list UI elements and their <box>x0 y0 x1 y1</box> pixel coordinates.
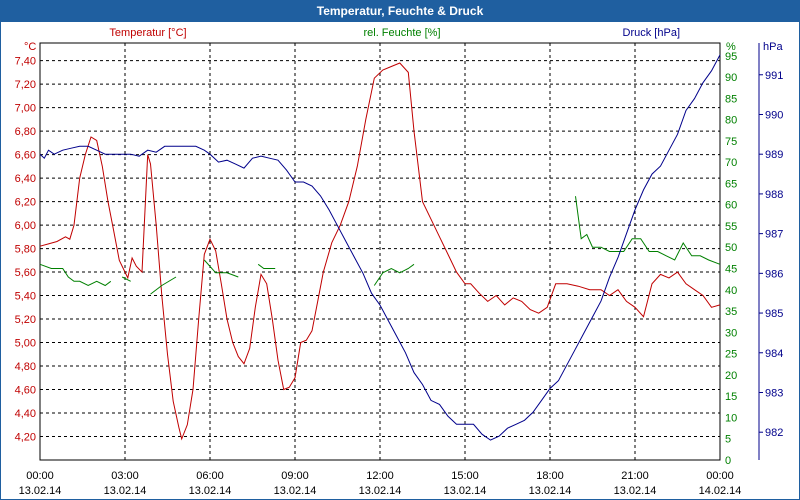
y-tick-humidity: 75 <box>725 136 737 148</box>
x-tick-date: 13.02.14 <box>359 485 402 497</box>
y-tick-pressure: 987 <box>765 229 783 241</box>
y-tick-humidity: 20 <box>725 370 737 382</box>
y-tick-temperature: 6,20 <box>15 197 36 209</box>
y-tick-humidity: 70 <box>725 157 737 169</box>
y-tick-humidity: 65 <box>725 178 737 190</box>
y-tick-pressure: 986 <box>765 268 783 280</box>
y-tick-humidity: 5 <box>725 434 731 446</box>
axes-layer: 00:00 13.02.14 03:00 13.02.14 06:00 13.02.14 0… <box>15 27 784 497</box>
x-tick-time: 06:00 <box>196 470 224 482</box>
x-tick-date: 13.02.14 <box>19 485 62 497</box>
y-tick-humidity: 50 <box>725 242 737 254</box>
y-tick-pressure: 990 <box>765 109 783 121</box>
x-tick-date: 13.02.14 <box>444 485 487 497</box>
y-tick-temperature: 5,20 <box>15 314 36 326</box>
y-tick-temperature: 7,40 <box>15 56 36 68</box>
x-tick-time: 21:00 <box>621 470 649 482</box>
y-tick-humidity: 85 <box>725 93 737 105</box>
series-layer <box>39 54 721 441</box>
y-tick-humidity: 40 <box>725 285 737 297</box>
x-tick-time: 18:00 <box>536 470 564 482</box>
series-line-humidity <box>575 196 721 265</box>
series-line-humidity <box>373 263 415 286</box>
y-tick-temperature: 6,60 <box>15 150 36 162</box>
y-tick-humidity: 25 <box>725 349 737 361</box>
series-line-humidity <box>121 276 131 282</box>
x-tick-date: 13.02.14 <box>614 485 657 497</box>
x-tick-date: 13.02.14 <box>104 485 147 497</box>
y-tick-pressure: 988 <box>765 189 783 201</box>
y-tick-temperature: 5,80 <box>15 244 36 256</box>
y-tick-humidity: 15 <box>725 391 737 403</box>
y-tick-pressure: 983 <box>765 387 783 399</box>
x-tick-date: 13.02.14 <box>274 485 317 497</box>
y-tick-pressure: 985 <box>765 308 783 320</box>
y-tick-temperature: 6,40 <box>15 173 36 185</box>
x-tick-time: 00:00 <box>706 470 734 482</box>
y-tick-temperature: 7,20 <box>15 79 36 91</box>
series-label-pressure: Druck [hPa] <box>623 27 680 39</box>
y-tick-temperature: 4,40 <box>15 408 36 420</box>
y-tick-humidity: 10 <box>725 412 737 424</box>
series-line-pressure <box>39 54 721 441</box>
y-tick-humidity: 95 <box>725 51 737 63</box>
series-label-temperature: Temperatur [°C] <box>109 27 186 39</box>
y-tick-temperature: 5,00 <box>15 338 36 350</box>
series-line-humidity <box>150 276 177 295</box>
x-tick-time: 03:00 <box>111 470 139 482</box>
y-tick-humidity: 35 <box>725 306 737 318</box>
window-title: Temperatur, Feuchte & Druck <box>0 0 800 22</box>
x-tick-date: 14.02.14 <box>699 485 742 497</box>
y-tick-pressure: 989 <box>765 149 783 161</box>
y-tick-humidity: 45 <box>725 264 737 276</box>
y-tick-temperature: 4,20 <box>15 432 36 444</box>
unit-humidity: % <box>726 41 736 53</box>
y-tick-humidity: 30 <box>725 327 737 339</box>
series-line-humidity <box>203 259 239 278</box>
y-tick-temperature: 5,60 <box>15 267 36 279</box>
x-tick-time: 00:00 <box>26 470 54 482</box>
x-tick-time: 12:00 <box>366 470 394 482</box>
unit-pressure: hPa <box>763 41 783 53</box>
series-line-humidity <box>257 263 276 269</box>
y-tick-temperature: 5,40 <box>15 291 36 303</box>
y-tick-temperature: 4,80 <box>15 361 36 373</box>
y-tick-temperature: 6,80 <box>15 126 36 138</box>
series-line-temperature <box>39 62 721 441</box>
series-label-humidity: rel. Feuchte [%] <box>363 27 440 39</box>
grid <box>39 42 721 461</box>
x-tick-time: 09:00 <box>281 470 309 482</box>
series-line-humidity <box>39 263 112 287</box>
y-tick-pressure: 991 <box>765 70 783 82</box>
x-tick-time: 15:00 <box>451 470 479 482</box>
y-tick-temperature: 4,60 <box>15 385 36 397</box>
y-tick-pressure: 982 <box>765 427 783 439</box>
y-tick-humidity: 90 <box>725 72 737 84</box>
x-tick-date: 13.02.14 <box>189 485 232 497</box>
y-tick-humidity: 80 <box>725 115 737 127</box>
y-tick-humidity: 60 <box>725 200 737 212</box>
y-tick-humidity: 0 <box>725 455 731 467</box>
x-tick-date: 13.02.14 <box>529 485 572 497</box>
unit-temperature: °C <box>24 41 36 53</box>
y-tick-temperature: 6,00 <box>15 220 36 232</box>
y-tick-temperature: 7,00 <box>15 103 36 115</box>
y-tick-humidity: 55 <box>725 221 737 233</box>
y-tick-pressure: 984 <box>765 348 783 360</box>
